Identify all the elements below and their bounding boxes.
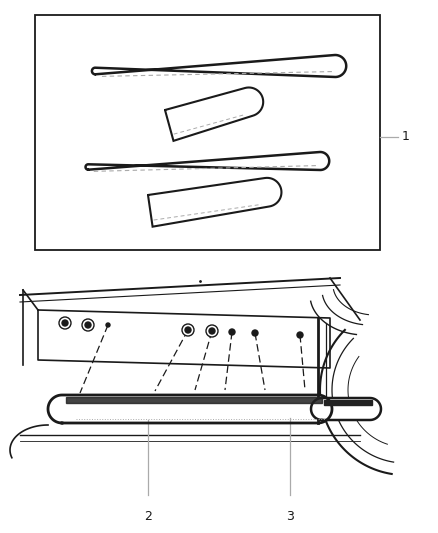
Text: 2: 2: [144, 510, 152, 523]
Polygon shape: [85, 152, 329, 170]
Polygon shape: [92, 55, 346, 77]
Polygon shape: [148, 178, 282, 227]
Bar: [35, 15, 380, 250]
Circle shape: [62, 320, 68, 326]
Circle shape: [229, 329, 235, 335]
Circle shape: [206, 325, 218, 337]
Text: 1: 1: [402, 131, 410, 143]
Circle shape: [182, 324, 194, 336]
Polygon shape: [38, 310, 330, 368]
Circle shape: [209, 328, 215, 334]
Text: 3: 3: [286, 510, 294, 523]
Circle shape: [59, 317, 71, 329]
Circle shape: [252, 330, 258, 336]
Polygon shape: [324, 400, 372, 405]
Circle shape: [185, 327, 191, 333]
Circle shape: [85, 322, 91, 328]
Polygon shape: [165, 87, 263, 141]
Polygon shape: [311, 398, 381, 420]
Circle shape: [106, 323, 110, 327]
Circle shape: [297, 332, 303, 338]
Polygon shape: [66, 397, 322, 403]
Polygon shape: [48, 395, 332, 423]
Circle shape: [82, 319, 94, 331]
